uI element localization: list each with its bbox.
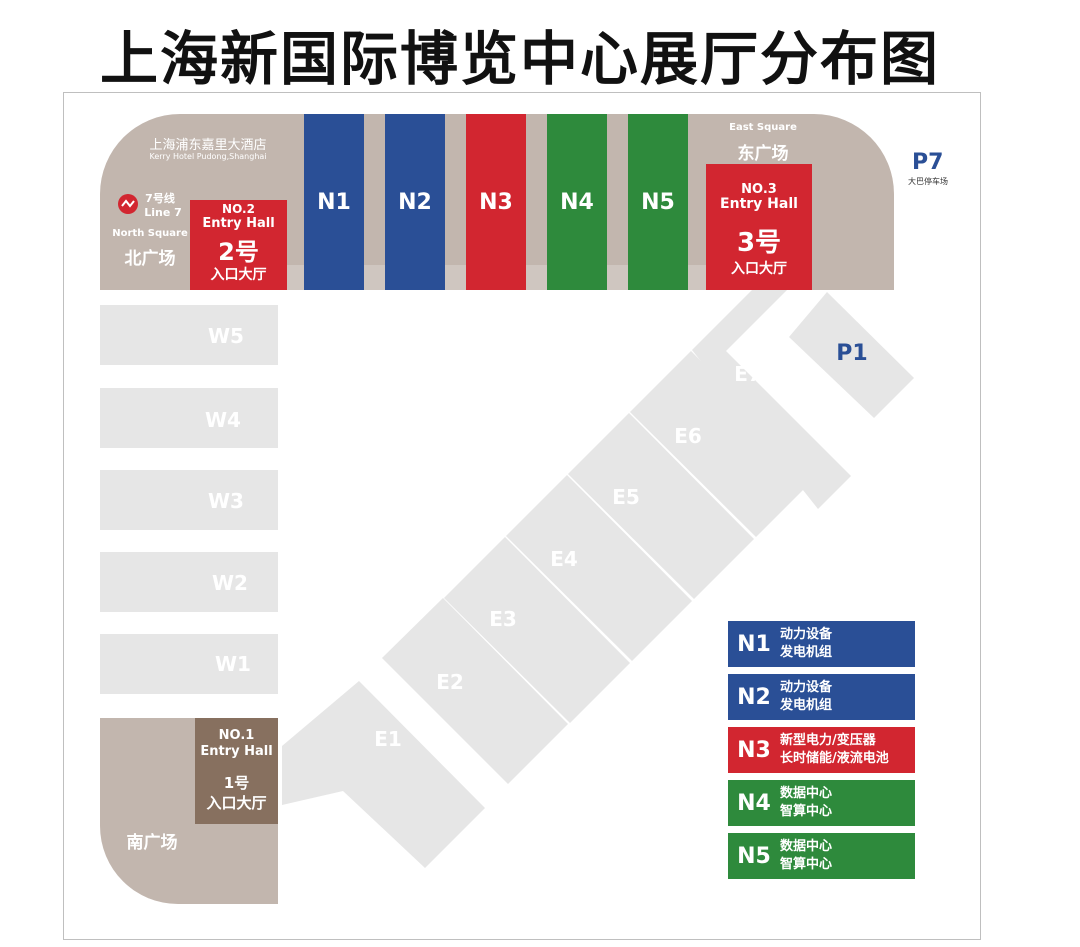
metro-line-en: Line 7 (144, 206, 182, 219)
legend-line1: 数据中心 (780, 839, 833, 854)
entry-hall-3-en: Entry Hall (720, 196, 798, 212)
east-square-cn: 东广场 (737, 144, 789, 164)
entry-hall-2-no: NO.2 (222, 202, 255, 216)
entry-hall-2-cn: 入口大厅 (210, 267, 267, 283)
legend-item-n3: N3 新型电力/变压器 长时储能/液流电池 (728, 727, 915, 773)
legend-code: N4 (737, 790, 771, 816)
hall-n1[interactable]: N1 (304, 114, 364, 290)
hall-w2[interactable] (100, 552, 278, 612)
map-title: 上海新国际博览中心展厅分布图 (100, 25, 941, 93)
entry-hall-1[interactable]: NO.1 Entry Hall 1号 入口大厅 (195, 718, 278, 824)
entry-hall-2-en: Entry Hall (202, 216, 275, 231)
hall-w4-label: W4 (205, 408, 241, 432)
north-square-en: North Square (112, 228, 188, 239)
map-frame (63, 92, 981, 940)
hotel-name-en: Kerry Hotel Pudong,Shanghai (149, 152, 267, 161)
legend-code: N5 (737, 843, 771, 869)
entry-hall-3[interactable]: NO.3 Entry Hall 3号 入口大厅 (706, 164, 812, 290)
north-square-cn: 北广场 (124, 249, 176, 269)
hall-n5[interactable]: N5 (628, 114, 688, 290)
hall-w3[interactable] (100, 470, 278, 530)
entry-hall-2[interactable]: NO.2 Entry Hall 2号 入口大厅 (190, 200, 287, 290)
legend-code: N2 (737, 684, 771, 710)
entry-hall-3-num: 3号 (736, 228, 782, 258)
legend-line1: 动力设备 (780, 680, 833, 695)
hall-w5-label: W5 (208, 324, 244, 348)
p7-label: 大巴停车场 (908, 177, 948, 186)
entry-hall-1-cn: 入口大厅 (206, 794, 267, 812)
hall-w5[interactable] (100, 305, 278, 365)
hall-n4[interactable]: N4 (547, 114, 607, 290)
hall-w2-label: W2 (212, 571, 248, 595)
hall-n3[interactable]: N3 (466, 114, 526, 290)
hall-w1[interactable] (100, 634, 278, 694)
legend-item-n5: N5 数据中心智算中心 (728, 833, 915, 879)
legend-item-n2: N2 动力设备发电机组 (728, 674, 915, 720)
hall-w4[interactable] (100, 388, 278, 448)
legend-line2: 发电机组 (780, 698, 833, 713)
p7-code: P7 (912, 150, 944, 175)
hall-w3-label: W3 (208, 489, 244, 513)
hall-n2[interactable]: N2 (385, 114, 445, 290)
legend-line1: 数据中心 (780, 786, 833, 801)
entry-hall-1-en: Entry Hall (200, 744, 273, 759)
entry-hall-3-no: NO.3 (741, 182, 777, 197)
hotel-name-cn: 上海浦东嘉里大酒店 (149, 138, 267, 153)
metro-line-cn: 7号线 (145, 192, 175, 205)
hall-w1-label: W1 (215, 652, 251, 676)
legend-line1: 动力设备 (780, 627, 833, 642)
entry-hall-1-no: NO.1 (218, 728, 255, 743)
legend-item-n1: N1 动力设备发电机组 (728, 621, 915, 667)
legend-item-n4: N4 数据中心智算中心 (728, 780, 915, 826)
legend-line2: 发电机组 (780, 645, 833, 660)
legend-code: N1 (737, 631, 771, 657)
legend-line1: 新型电力/变压器 (780, 733, 876, 748)
entry-hall-1-num: 1号 (223, 774, 250, 792)
legend-line2: 智算中心 (780, 804, 833, 819)
entry-hall-2-num: 2号 (218, 238, 259, 266)
legend-line2: 智算中心 (780, 857, 833, 872)
entry-hall-3-cn: 入口大厅 (731, 261, 787, 277)
legend-line2: 长时储能/液流电池 (780, 751, 889, 766)
metro-icon (118, 194, 138, 214)
east-square-en: East Square (729, 122, 797, 133)
south-square-cn: 南广场 (126, 833, 178, 853)
legend-code: N3 (737, 737, 771, 763)
